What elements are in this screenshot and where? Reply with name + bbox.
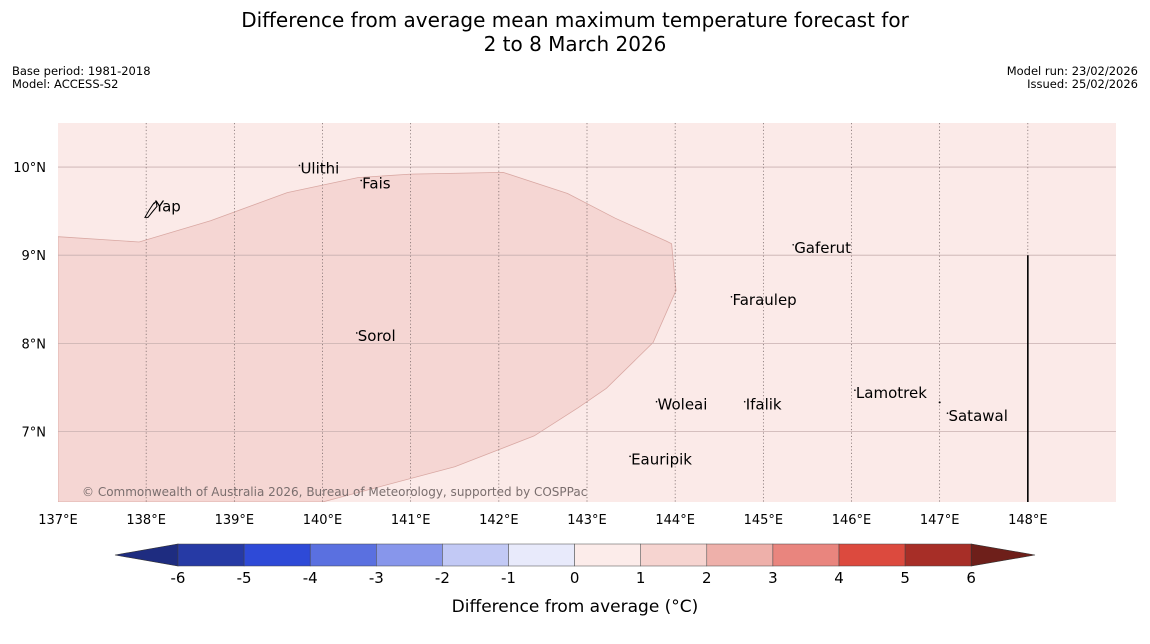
- place-label: Ifalik: [746, 396, 782, 414]
- colorbar-tick-label: -3: [369, 569, 384, 587]
- colorbar-tick-label: -1: [501, 569, 516, 587]
- lon-tick-label: 140°E: [303, 513, 343, 528]
- issued-text: Issued: 25/02/2026: [1027, 77, 1138, 91]
- place-label: Ulithi: [300, 159, 339, 177]
- island-marker: [938, 401, 941, 404]
- island-marker: [946, 412, 949, 414]
- place-label: Faraulep: [732, 291, 796, 309]
- lon-tick-label: 142°E: [479, 513, 519, 528]
- place-label: Gaferut: [794, 239, 851, 257]
- island-marker: [355, 332, 358, 334]
- island-marker: [153, 202, 155, 205]
- colorbar-tick-label: 5: [900, 569, 910, 587]
- lon-tick-label: 143°E: [567, 513, 607, 528]
- map-panel: 10°N 9°N 8°N 7°N 137°E 138°E 139°E 140°E 141°E 14…: [13, 123, 1116, 528]
- colorbar-segment: [640, 543, 708, 567]
- model-text: Model: ACCESS-S2: [12, 77, 119, 91]
- lon-tick-label: 148°E: [1008, 513, 1048, 528]
- place-label: Lamotrek: [856, 384, 927, 402]
- colorbar-segment: [177, 543, 245, 567]
- island-marker: [360, 179, 362, 182]
- place-label: Satawal: [948, 407, 1007, 425]
- colorbar-segment: [243, 543, 311, 567]
- colorbar-segment: [376, 543, 443, 567]
- colorbar-segment: [838, 543, 906, 567]
- lon-tick-label: 144°E: [655, 513, 695, 528]
- model-run-text: Model run: 23/02/2026: [1006, 64, 1138, 78]
- lat-tick-label: 10°N: [13, 161, 46, 176]
- colorbar-tick-label: 1: [636, 569, 646, 587]
- map-title: Difference from average mean maximum tem…: [0, 8, 1150, 56]
- colorbar-tick-label: -4: [303, 569, 318, 587]
- colorbar-tick-label: 6: [966, 569, 976, 587]
- title-line-1: Difference from average mean maximum tem…: [241, 8, 909, 32]
- lon-tick-label: 138°E: [126, 513, 166, 528]
- lon-tick-label: 137°E: [38, 513, 78, 528]
- base-period-text: Base period: 1981-2018: [12, 64, 151, 78]
- anomaly-region: [58, 171, 677, 502]
- place-label: Fais: [362, 174, 391, 192]
- lat-tick-label: 8°N: [22, 337, 47, 352]
- lon-tick-label: 146°E: [832, 513, 872, 528]
- yap-island-shape: [144, 200, 158, 218]
- colorbar-tick-label: 0: [570, 569, 580, 587]
- colorbar-tick-label: 4: [834, 569, 844, 587]
- metadata-left: Base period: 1981-2018 Model: ACCESS-S2: [12, 65, 151, 91]
- lon-tick-label: 141°E: [391, 513, 431, 528]
- island-marker: [730, 296, 733, 298]
- island-marker: [629, 455, 631, 458]
- colorbar-tick-label: -2: [435, 569, 450, 587]
- island-marker: [854, 389, 856, 392]
- lat-tick-label: 9°N: [22, 249, 47, 264]
- colorbar-segment: [442, 543, 509, 567]
- place-label: Woleai: [658, 396, 708, 414]
- colorbar-segment: [309, 543, 377, 567]
- island-marker: [792, 244, 794, 246]
- island-marker: [298, 164, 301, 167]
- colorbar-tick-label: -5: [237, 569, 252, 587]
- copyright-notice: © Commonwealth of Australia 2026, Bureau…: [82, 485, 587, 499]
- colorbar-under-arrow: [114, 543, 179, 567]
- colorbar-tick-label: 2: [702, 569, 712, 587]
- title-line-2: 2 to 8 March 2026: [483, 32, 667, 56]
- place-label: Yap: [154, 197, 181, 215]
- lon-tick-label: 139°E: [215, 513, 255, 528]
- colorbar-over-arrow: [970, 543, 1036, 567]
- island-marker: [743, 400, 746, 403]
- metadata-right: Model run: 23/02/2026 Issued: 25/02/2026: [1007, 65, 1138, 91]
- colorbar-segment: [508, 543, 575, 567]
- colorbar-segment: [772, 543, 840, 567]
- lat-tick-label: 7°N: [22, 425, 47, 440]
- lon-tick-label: 147°E: [920, 513, 960, 528]
- colorbar-title: Difference from average (°C): [452, 597, 699, 617]
- colorbar: -6 -5 -4 -3 -2 -1 0 1 2 3 4 5 6 Difference from avera…: [114, 543, 1036, 617]
- place-label: Sorol: [358, 327, 396, 345]
- island-marker: [655, 400, 658, 403]
- colorbar-segment: [574, 543, 641, 567]
- place-label: Eauripik: [631, 450, 692, 468]
- colorbar-tick-label: -6: [171, 569, 186, 587]
- colorbar-segment: [904, 543, 972, 567]
- lon-tick-label: 145°E: [744, 513, 784, 528]
- colorbar-segment: [706, 543, 774, 567]
- colorbar-tick-label: 3: [768, 569, 778, 587]
